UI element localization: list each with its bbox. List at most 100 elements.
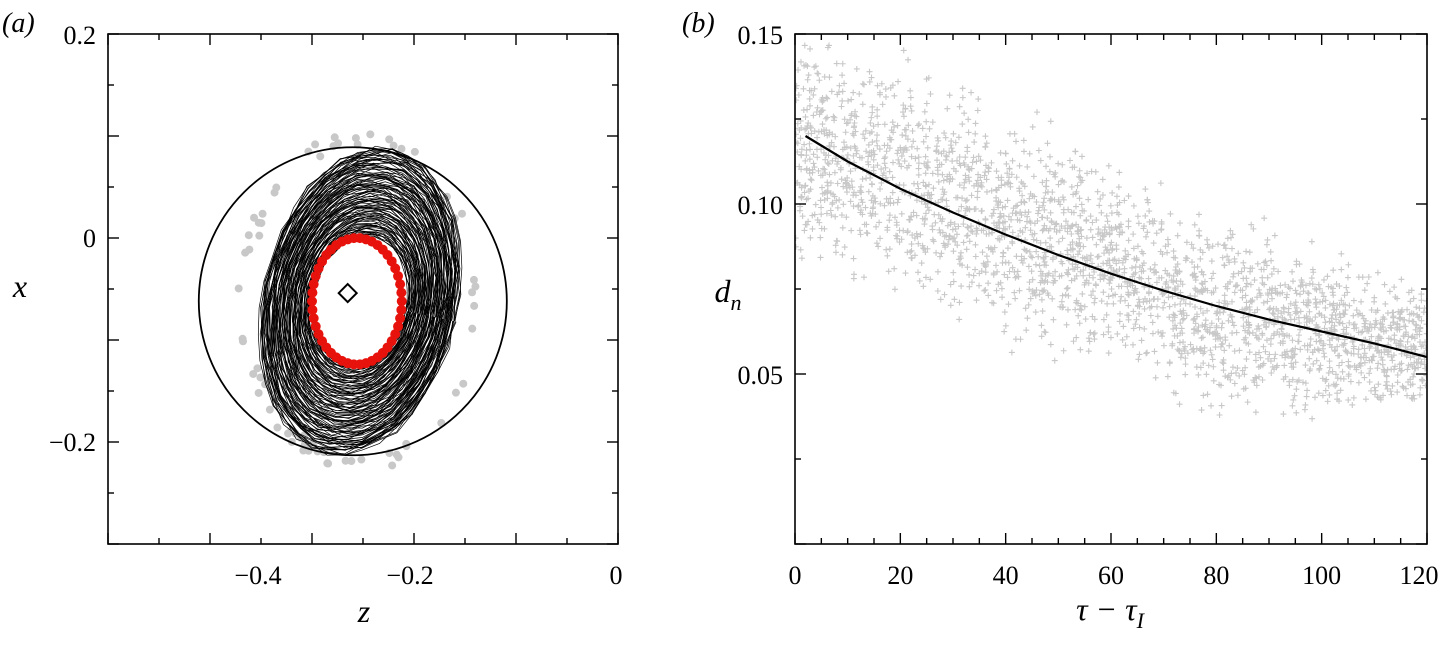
cross-point — [1044, 215, 1051, 222]
cross-point — [868, 180, 875, 187]
cross-point — [1068, 231, 1075, 237]
cross-point — [1177, 354, 1184, 361]
cross-point — [1288, 348, 1295, 355]
cross-point — [1161, 299, 1168, 306]
cross-point — [954, 157, 961, 164]
cross-point — [1271, 330, 1278, 337]
cross-point — [1366, 379, 1373, 386]
cross-point — [1212, 328, 1219, 335]
cross-point — [1159, 251, 1166, 258]
cross-point — [875, 121, 882, 128]
cross-point — [1040, 255, 1047, 262]
cross-point — [847, 198, 854, 205]
cross-point — [836, 82, 843, 89]
cross-point — [1135, 296, 1142, 303]
cross-point — [1170, 248, 1177, 255]
cross-point — [1330, 292, 1337, 299]
cross-point — [894, 199, 901, 206]
cross-point — [1202, 285, 1209, 292]
cross-point — [1229, 364, 1236, 371]
trajectory-loop — [261, 151, 459, 449]
cross-point — [1175, 283, 1181, 290]
cross-point — [1132, 321, 1139, 328]
cross-point — [798, 146, 805, 153]
cross-point — [1253, 382, 1260, 389]
cross-point — [1055, 196, 1062, 203]
cross-point — [1304, 302, 1311, 309]
cross-point — [1374, 365, 1381, 372]
cross-point — [1072, 203, 1079, 210]
cross-point — [1224, 235, 1231, 242]
cross-point — [1108, 224, 1115, 231]
cross-point — [1254, 260, 1261, 267]
cross-point — [1340, 342, 1347, 349]
cross-point — [809, 169, 816, 176]
cross-point — [1404, 366, 1411, 373]
cross-point — [1418, 317, 1425, 324]
cross-point — [880, 170, 887, 177]
gray-scatter-point — [394, 453, 403, 462]
cross-point — [1177, 278, 1184, 285]
cross-point — [822, 152, 829, 159]
cross-point — [894, 122, 901, 129]
cross-point — [1091, 299, 1098, 306]
cross-point — [914, 145, 921, 152]
cross-point — [1170, 325, 1177, 332]
cross-point — [1179, 316, 1186, 323]
cross-point — [805, 119, 812, 126]
cross-point — [1204, 236, 1211, 243]
cross-point — [1130, 290, 1137, 297]
cross-point — [1143, 350, 1150, 357]
cross-point — [945, 241, 952, 248]
cross-point — [818, 204, 825, 211]
cross-point — [972, 130, 979, 137]
cross-point — [1142, 186, 1149, 193]
cross-point — [900, 102, 907, 109]
cross-point — [966, 178, 973, 185]
cross-point — [1208, 320, 1215, 327]
cross-point — [1319, 375, 1326, 382]
cross-point — [1286, 378, 1293, 385]
cross-point — [1407, 381, 1414, 388]
gray-scatter-point — [250, 213, 259, 222]
cross-point — [877, 200, 884, 207]
cross-point — [1165, 284, 1172, 291]
cross-point — [1031, 193, 1038, 200]
cross-point — [1058, 223, 1065, 230]
cross-point — [1075, 173, 1082, 180]
cross-point — [1193, 345, 1200, 352]
red-marker — [310, 321, 321, 332]
cross-point — [1014, 216, 1021, 223]
gray-scatter-point — [357, 455, 366, 464]
cross-point — [1029, 276, 1036, 283]
cross-point — [1285, 309, 1292, 316]
trajectory-loop — [268, 162, 451, 439]
cross-point — [859, 211, 866, 218]
cross-point — [927, 195, 934, 202]
cross-point — [891, 123, 898, 130]
cross-point — [1042, 239, 1049, 246]
cross-point — [1009, 240, 1016, 247]
cross-point — [1067, 246, 1074, 253]
cross-point — [1204, 328, 1211, 335]
cross-point — [938, 250, 945, 257]
cross-point — [865, 161, 872, 168]
cross-point — [1408, 334, 1415, 341]
cross-point — [1041, 206, 1048, 213]
cross-point — [824, 160, 831, 167]
cross-point — [907, 94, 914, 101]
cross-point — [1374, 269, 1381, 276]
cross-point — [828, 88, 835, 95]
cross-point — [860, 274, 867, 281]
cross-point — [814, 154, 821, 161]
cross-point — [1006, 165, 1013, 172]
cross-point — [903, 147, 910, 154]
cross-point — [910, 138, 917, 145]
cross-point — [1361, 287, 1368, 294]
cross-point — [1410, 295, 1417, 302]
cross-point — [829, 199, 836, 206]
cross-point — [1230, 273, 1237, 280]
cross-point — [1001, 271, 1008, 278]
cross-point — [923, 133, 930, 140]
cross-point — [1062, 225, 1069, 232]
